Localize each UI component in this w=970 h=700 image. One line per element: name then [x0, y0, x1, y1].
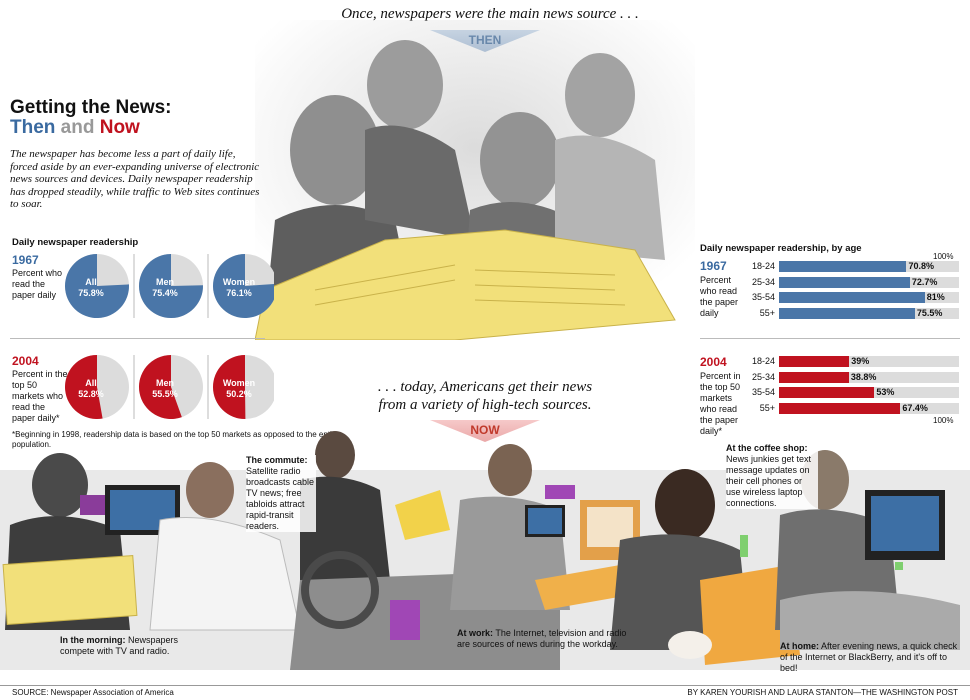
- bar-value-label: 81%: [926, 292, 945, 302]
- pie-value-men: 55.5%: [152, 389, 178, 399]
- caption-work: At work: The Internet, television and ra…: [457, 628, 637, 650]
- bar-chart-1967: 18-24 70.8% 25-34 72.7% 35-54 81% 55+ 75.5%: [745, 261, 965, 331]
- caption-coffee: At the coffee shop: News junkies get tex…: [726, 443, 818, 509]
- bar-category-label: 55+: [759, 307, 775, 318]
- bar-value-label: 72.7%: [911, 276, 938, 287]
- bar-2004-year: 2004: [700, 355, 727, 369]
- title-line2: Then and Now: [10, 118, 270, 138]
- title-and: and: [60, 117, 95, 138]
- bar-category-label: 25-34: [751, 276, 775, 287]
- pie-value-men: 75.4%: [152, 288, 178, 298]
- bar-value-label: 70.8%: [908, 261, 934, 271]
- bar-category-label: 55+: [759, 402, 775, 413]
- bar-track: [779, 356, 959, 367]
- bar-category-label: 18-24: [751, 356, 775, 366]
- title-then: Then: [10, 117, 56, 138]
- caption-home-text: After evening news, a quick check of the…: [780, 641, 958, 673]
- pie-label-women: Women: [223, 378, 255, 388]
- bar-2004-axis-max: 100%: [933, 416, 954, 425]
- title-line1: Getting the News:: [10, 97, 172, 118]
- title-now: Now: [99, 117, 140, 138]
- bar-18-24: [779, 356, 850, 367]
- bar-1967-desc: Percent who read the paper daily: [700, 275, 739, 318]
- bar-category-label: 18-24: [751, 261, 775, 271]
- pie-value-women: 76.1%: [226, 288, 252, 298]
- bar-55+: [779, 307, 915, 319]
- pie-slice-women: [213, 355, 246, 419]
- pie-1967-desc: Percent who read the paper daily: [12, 268, 63, 300]
- pie-label-all: All: [85, 277, 97, 287]
- bar-section-divider: [700, 338, 960, 339]
- bar-25-34: [779, 276, 910, 288]
- top-caption: Once, newspapers were the main news sour…: [341, 6, 639, 22]
- pie-slice-women: [213, 254, 274, 318]
- pie-value-women: 50.2%: [226, 389, 252, 399]
- pie-footnote: *Beginning in 1998, readership data is b…: [12, 430, 339, 449]
- footer-credit: BY KAREN YOURISH AND LAURA STANTON—THE W…: [687, 688, 958, 697]
- now-caption-line1: . . . today, Americans get their news: [377, 379, 593, 395]
- pie-value-all: 52.8%: [78, 389, 104, 399]
- bar-value-label: 38.8%: [850, 371, 877, 382]
- caption-coffee-text: News junkies get text message updates on…: [726, 454, 812, 508]
- intro-text: The newspaper has become less a part of …: [10, 148, 260, 210]
- bar-category-label: 35-54: [751, 387, 775, 397]
- bar-category-label: 35-54: [751, 292, 775, 302]
- pie-slice-all: [65, 254, 129, 318]
- pie-slice-men: [139, 254, 203, 318]
- pie-slice-men: [139, 355, 182, 419]
- bar-track: [779, 371, 959, 383]
- bar-55+: [779, 402, 901, 414]
- then-photo-family: [255, 20, 695, 340]
- bar-35-54: [779, 292, 925, 303]
- footer: SOURCE: Newspaper Association of America…: [0, 685, 970, 700]
- caption-work-text: The Internet, television and radio are s…: [457, 628, 627, 649]
- pie-2004-year: 2004: [12, 354, 39, 368]
- pie-label-men: Men: [156, 277, 174, 287]
- section-divider: [10, 338, 265, 339]
- pie-label-all: All: [85, 378, 97, 388]
- caption-home: At home: After evening news, a quick che…: [780, 641, 965, 674]
- bar-value-label: 67.4%: [902, 402, 928, 413]
- caption-morning: In the morning: Newspapers compete with …: [60, 635, 210, 657]
- bar-section-title: Daily newspaper readership, by age: [700, 243, 862, 254]
- bar-2004-desc: Percent in the top 50 markets who read t…: [700, 371, 741, 436]
- caption-coffee-bold: At the coffee shop:: [726, 443, 808, 453]
- now-caption-line2: from a variety of high-tech sources.: [378, 397, 592, 413]
- bar-value-label: 53%: [876, 387, 895, 397]
- caption-commute-bold: The commute:: [246, 455, 308, 465]
- bar-value-label: 75.5%: [916, 307, 943, 318]
- bar-value-label: 39%: [851, 356, 870, 366]
- now-caption: . . . today, Americans get their news fr…: [350, 378, 620, 414]
- caption-commute-text: Satellite radio broadcasts cable TV news…: [246, 466, 315, 531]
- bar-chart-2004: 18-24 39% 25-34 38.8% 35-54 53% 55+ 67.4%: [745, 356, 965, 426]
- pie-slice-all: [64, 355, 103, 419]
- footer-source: SOURCE: Newspaper Association of America: [12, 688, 174, 697]
- pie-value-all: 75.8%: [78, 288, 104, 298]
- pie-label-men: Men: [156, 378, 174, 388]
- bar-25-34: [779, 371, 849, 383]
- bar-category-label: 25-34: [751, 371, 775, 382]
- caption-morning-text: Newspapers compete with TV and radio.: [60, 635, 179, 656]
- pie-label-women: Women: [223, 277, 255, 287]
- pie-1967-year: 1967: [12, 253, 39, 267]
- bar-18-24: [779, 261, 907, 272]
- bar-1967-axis-max: 100%: [933, 252, 954, 261]
- caption-work-bold: At work:: [457, 628, 493, 638]
- caption-morning-bold: In the morning:: [60, 635, 126, 645]
- bar-1967-year: 1967: [700, 259, 727, 273]
- main-title: Getting the News: Then and Now: [10, 98, 270, 138]
- bar-35-54: [779, 387, 875, 398]
- caption-home-bold: At home:: [780, 641, 819, 651]
- caption-commute: The commute: Satellite radio broadcasts …: [246, 455, 316, 532]
- pie-section-title: Daily newspaper readership: [12, 237, 139, 248]
- pie-2004-desc: Percent in the top 50 markets who read t…: [12, 369, 68, 423]
